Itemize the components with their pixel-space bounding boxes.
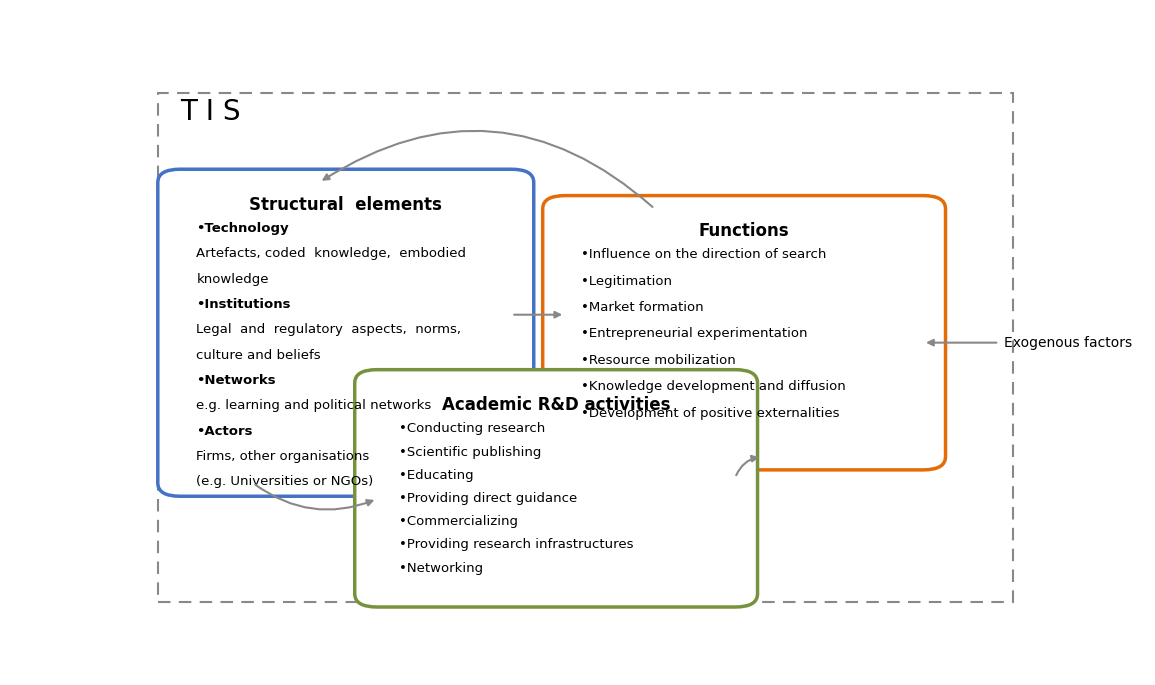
Text: culture and beliefs: culture and beliefs xyxy=(196,349,321,362)
Text: •Providing direct guidance: •Providing direct guidance xyxy=(400,492,578,505)
Text: •Scientific publishing: •Scientific publishing xyxy=(400,446,542,459)
Text: •Institutions: •Institutions xyxy=(196,298,291,311)
Text: •Influence on the direction of search: •Influence on the direction of search xyxy=(581,249,827,262)
Text: knowledge: knowledge xyxy=(196,273,269,286)
Text: Firms, other organisations: Firms, other organisations xyxy=(196,450,370,463)
Text: •Commercializing: •Commercializing xyxy=(400,515,519,528)
FancyBboxPatch shape xyxy=(355,370,758,607)
Text: Artefacts, coded  knowledge,  embodied: Artefacts, coded knowledge, embodied xyxy=(196,247,467,260)
Text: Legal  and  regulatory  aspects,  norms,: Legal and regulatory aspects, norms, xyxy=(196,323,461,336)
Text: •Providing research infrastructures: •Providing research infrastructures xyxy=(400,538,634,551)
Text: •Entrepreneurial experimentation: •Entrepreneurial experimentation xyxy=(581,327,807,340)
Text: Academic R&D activities: Academic R&D activities xyxy=(442,396,670,414)
Text: Structural  elements: Structural elements xyxy=(249,196,442,214)
FancyBboxPatch shape xyxy=(543,196,946,470)
Text: (e.g. Universities or NGOs): (e.g. Universities or NGOs) xyxy=(196,475,373,488)
Text: •Technology: •Technology xyxy=(196,222,289,235)
Text: •Knowledge development and diffusion: •Knowledge development and diffusion xyxy=(581,380,845,393)
FancyArrowPatch shape xyxy=(929,340,997,345)
Text: •Market formation: •Market formation xyxy=(581,301,703,314)
Text: •Resource mobilization: •Resource mobilization xyxy=(581,354,736,367)
Text: •Development of positive externalities: •Development of positive externalities xyxy=(581,407,840,420)
Text: •Networks: •Networks xyxy=(196,374,276,387)
Text: •Actors: •Actors xyxy=(196,425,253,438)
FancyArrowPatch shape xyxy=(736,456,757,475)
Text: •Networking: •Networking xyxy=(400,562,484,575)
FancyArrowPatch shape xyxy=(255,485,372,510)
Text: Functions: Functions xyxy=(699,222,789,240)
Text: •Conducting research: •Conducting research xyxy=(400,423,545,436)
FancyArrowPatch shape xyxy=(323,131,653,207)
Text: •Educating: •Educating xyxy=(400,469,474,482)
Text: e.g. learning and political networks: e.g. learning and political networks xyxy=(196,399,432,412)
Text: •Legitimation: •Legitimation xyxy=(581,275,672,288)
Text: T I S: T I S xyxy=(180,98,240,126)
Text: Exogenous factors: Exogenous factors xyxy=(1004,336,1132,349)
FancyArrowPatch shape xyxy=(514,312,560,317)
FancyBboxPatch shape xyxy=(158,169,534,496)
